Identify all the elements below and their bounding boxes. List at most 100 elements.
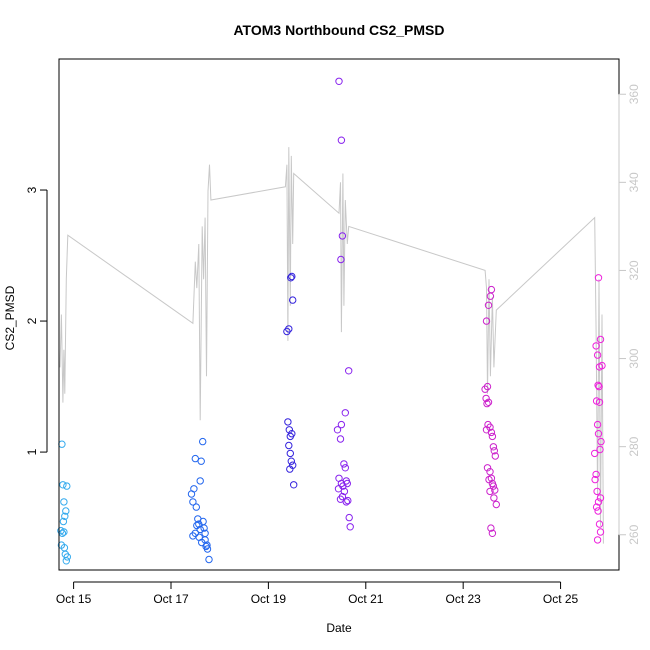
y2-tick-label: 260 <box>627 524 641 544</box>
data-point <box>592 470 600 479</box>
data-point <box>485 475 493 484</box>
data-point <box>344 496 352 505</box>
data-point <box>196 525 204 534</box>
y2-tick-label: 360 <box>627 84 641 104</box>
data-point <box>333 426 342 434</box>
data-point <box>60 498 68 506</box>
data-point <box>486 292 495 300</box>
data-point <box>593 351 602 359</box>
data-point <box>592 342 600 350</box>
data-point <box>205 555 213 564</box>
secondary-trace-layer <box>59 147 604 544</box>
chart-title: ATOM3 Northbound CS2_PMSD <box>233 22 444 38</box>
data-point <box>595 398 604 406</box>
data-point <box>489 443 498 451</box>
data-point <box>287 457 295 465</box>
data-point <box>483 399 491 408</box>
data-point <box>483 382 492 391</box>
data-point <box>341 464 349 472</box>
x-tick-label: Oct 19 <box>251 592 287 606</box>
data-point <box>290 481 298 489</box>
data-point <box>203 545 212 553</box>
data-point <box>336 435 345 443</box>
y-tick-label: 1 <box>25 448 39 455</box>
data-point <box>490 494 498 502</box>
data-point <box>593 487 601 496</box>
data-point <box>289 296 297 304</box>
data-point <box>346 523 354 531</box>
data-point <box>483 464 492 472</box>
data-point <box>191 454 200 463</box>
data-point <box>596 335 605 344</box>
data-point <box>63 553 72 561</box>
data-point <box>340 487 349 496</box>
x-tick-label: Oct 21 <box>348 592 384 606</box>
data-point <box>487 285 496 294</box>
data-point <box>199 437 207 446</box>
data-point <box>487 524 495 532</box>
y2-tick-label: 340 <box>627 172 641 192</box>
data-point <box>488 529 497 537</box>
data-point <box>61 512 69 520</box>
data-point <box>594 430 603 438</box>
data-point <box>597 437 605 446</box>
data-point <box>286 449 294 458</box>
data-point <box>196 477 204 485</box>
data-point <box>201 536 209 544</box>
data-point <box>62 507 70 515</box>
data-point <box>192 503 201 511</box>
data-point <box>337 420 346 429</box>
data-point <box>190 485 198 493</box>
data-point <box>488 432 497 441</box>
y2-tick-label: 320 <box>627 260 641 280</box>
data-point <box>285 441 293 450</box>
data-point <box>481 385 489 393</box>
data-point <box>338 232 347 240</box>
x-tick-label: Oct 15 <box>56 592 92 606</box>
series-group <box>283 272 298 489</box>
secondary-series-line <box>59 147 604 544</box>
series-group <box>333 77 354 531</box>
x-tick-label: Oct 23 <box>445 592 481 606</box>
y-axis: 1 2 3 <box>25 186 48 455</box>
data-point <box>57 541 66 549</box>
y-axis-label: CS2_PMSD <box>3 285 17 350</box>
data-point <box>62 557 71 565</box>
data-point <box>58 440 66 448</box>
data-point <box>341 409 349 417</box>
plot-frame <box>58 58 620 571</box>
secondary-y-axis: 260 280 300 320 340 360 <box>618 84 641 545</box>
data-point <box>338 492 347 501</box>
data-point <box>482 394 490 403</box>
data-point <box>491 452 499 460</box>
data-point <box>491 486 499 494</box>
data-point <box>482 317 491 325</box>
data-point <box>193 521 201 530</box>
y-tick-label: 3 <box>25 186 39 193</box>
series-group <box>481 285 500 537</box>
y2-tick-label: 280 <box>627 436 641 456</box>
data-point <box>203 541 211 549</box>
data-point <box>59 481 67 489</box>
data-point <box>335 77 343 86</box>
data-point <box>287 274 295 282</box>
series-group <box>187 437 213 564</box>
series-group <box>57 440 72 565</box>
data-point <box>594 498 603 506</box>
data-point <box>596 528 605 536</box>
data-point <box>486 487 494 496</box>
data-points-layer <box>57 77 606 565</box>
data-point <box>340 460 348 468</box>
data-point <box>191 529 200 537</box>
data-point <box>484 301 493 309</box>
data-point <box>189 532 197 540</box>
data-point <box>594 507 602 515</box>
x-axis-label: Date <box>326 621 352 635</box>
data-point <box>492 500 500 509</box>
data-point <box>486 423 494 431</box>
data-point <box>487 428 496 437</box>
x-tick-label: Oct 17 <box>153 592 189 606</box>
data-point <box>337 255 345 264</box>
data-point <box>288 430 296 438</box>
data-point <box>199 517 207 526</box>
